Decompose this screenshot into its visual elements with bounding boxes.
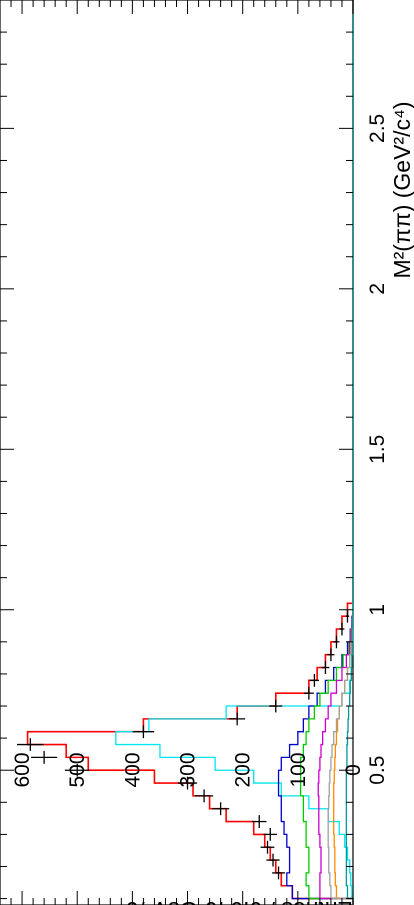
series-layer [26,0,354,905]
y-axis-ticks: 0 100 200 300 400 500 600 [0,0,365,905]
data-point [345,609,350,623]
data-point [266,853,280,867]
x-axis-ticks: 0.5 1 1.5 2 2.5 [0,0,389,900]
data-point [31,750,58,764]
data-point [327,648,335,662]
data-point [269,699,283,713]
histogram-series-3 [277,0,354,905]
points-layer [16,609,350,880]
y-tick-label: 400 [121,752,144,787]
data-point [272,866,285,880]
data-point [333,635,340,649]
x-axis-label: M²(ππ) (GeV²/c⁴) [389,101,414,278]
data-point [339,622,345,636]
histogram-series-7 [327,0,354,905]
y-tick-label: 100 [287,752,310,787]
y-axis-label: Entries / 0.040 GeV²/c⁴ [117,897,353,905]
data-point [252,815,267,828]
data-point [260,840,275,854]
x-tick-label: 0.5 [366,756,389,785]
data-point [16,738,44,751]
data-point [321,661,330,674]
x-tick-label: 2 [366,283,389,295]
data-point [64,763,90,777]
x-tick-label: 2.5 [366,114,389,143]
y-tick-label: 200 [232,752,255,787]
data-point [177,776,198,790]
data-point [195,789,214,803]
data-point [309,673,320,687]
y-tick-label: 0 [342,764,365,776]
data-point [263,827,278,841]
data-point [229,712,246,726]
x-tick-label: 1 [366,604,389,616]
histogram-series-5 [317,0,354,905]
histogram-series-1 [26,0,354,905]
data-point [212,802,230,816]
histogram-series-4 [299,0,354,905]
y-tick-label: 300 [177,752,200,787]
histogram-series-8 [345,0,354,905]
data-point [132,725,155,739]
plot-root: 0 100 200 300 400 500 600 0.5 1 1.5 2 2.5 [0,0,389,905]
x-tick-label: 1.5 [366,435,389,464]
data-point [303,686,314,700]
y-tick-label: 500 [66,752,89,787]
y-tick-label: 600 [11,752,34,787]
